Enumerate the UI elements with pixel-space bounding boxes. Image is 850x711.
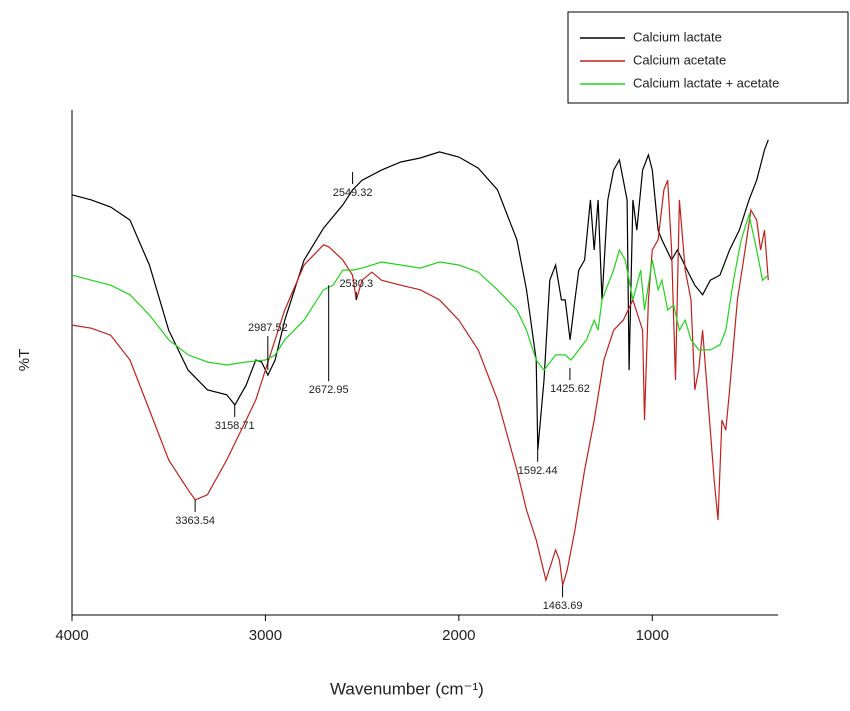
x-tick-label: 4000 — [55, 627, 88, 644]
legend-box — [567, 11, 849, 104]
series-line — [71, 139, 769, 450]
series-line — [71, 212, 769, 372]
annotation-label: 1463.69 — [543, 600, 583, 612]
y-axis-label: %T — [16, 349, 33, 372]
annotation-label: 1425.62 — [550, 383, 590, 395]
annotation-label: 2530.3 — [339, 278, 373, 290]
x-axis-label: Wavenumber (cm⁻¹) — [330, 679, 484, 698]
annotation-label: 2549.32 — [333, 187, 373, 199]
annotation-label: 2987.52 — [248, 322, 288, 334]
legend-label: Calcium lactate — [633, 29, 722, 44]
annotation-label: 3158.71 — [215, 420, 255, 432]
x-tick-label: 1000 — [636, 627, 669, 644]
annotation-label: 2672.95 — [309, 384, 349, 396]
legend-label: Calcium lactate + acetate — [633, 75, 779, 90]
annotation-label: 3363.54 — [175, 515, 215, 527]
series-line — [71, 179, 769, 586]
x-tick-label: 2000 — [442, 627, 475, 644]
annotation-label: 1592.44 — [518, 465, 558, 477]
x-tick-label: 3000 — [249, 627, 282, 644]
legend-label: Calcium acetate — [633, 52, 726, 67]
